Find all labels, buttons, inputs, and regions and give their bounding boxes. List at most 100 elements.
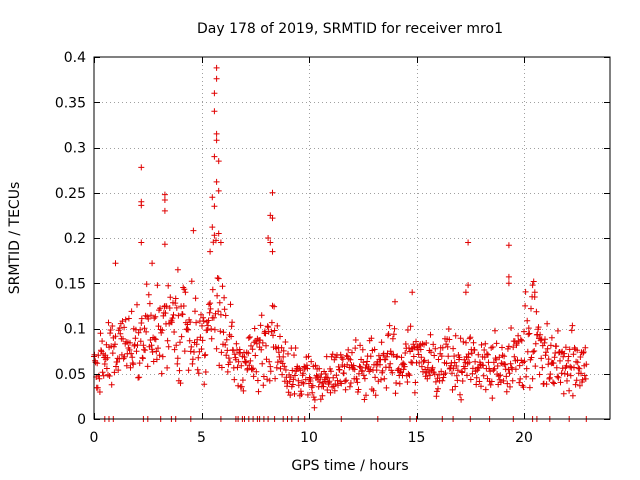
data-point — [319, 392, 326, 399]
data-point — [452, 383, 459, 390]
data-point — [200, 314, 207, 321]
data-point — [153, 348, 160, 355]
data-point — [221, 294, 228, 301]
data-point — [410, 353, 417, 360]
data-point — [550, 360, 557, 367]
data-point — [560, 353, 567, 360]
data-point — [360, 372, 367, 379]
data-point — [139, 355, 146, 362]
data-point — [547, 371, 554, 378]
data-point — [387, 360, 394, 367]
data-point — [539, 364, 546, 371]
data-point — [310, 394, 317, 401]
data-point — [313, 372, 320, 379]
data-point — [432, 378, 439, 385]
data-point — [465, 239, 472, 246]
data-point — [152, 313, 159, 320]
data-point — [442, 370, 449, 377]
data-point — [429, 364, 436, 371]
data-point — [192, 308, 198, 315]
data-point — [330, 374, 337, 381]
data-point — [267, 368, 274, 375]
data-point — [95, 352, 102, 359]
data-point — [150, 358, 157, 365]
data-point — [454, 377, 461, 384]
data-point — [582, 344, 589, 351]
data-point — [304, 391, 311, 398]
data-point — [205, 322, 211, 329]
data-point — [418, 363, 425, 370]
data-point — [367, 366, 374, 373]
data-point — [453, 372, 460, 379]
x-tick-label: 0 — [90, 430, 99, 446]
data-point — [324, 387, 331, 393]
data-point — [215, 187, 222, 194]
data-point — [223, 336, 230, 343]
data-point — [324, 374, 331, 381]
data-point — [570, 351, 577, 358]
data-point — [416, 359, 423, 366]
data-point — [231, 351, 238, 358]
data-point — [142, 347, 149, 354]
data-point — [421, 357, 428, 364]
data-point — [326, 378, 333, 385]
data-point — [143, 281, 150, 288]
data-point — [406, 372, 413, 379]
data-point — [144, 363, 151, 370]
data-point — [289, 381, 296, 388]
data-point — [201, 381, 208, 388]
data-point — [164, 337, 171, 344]
data-point — [158, 329, 165, 336]
data-point — [103, 365, 110, 372]
data-point — [263, 342, 269, 349]
data-point — [103, 341, 110, 348]
data-point — [155, 345, 161, 352]
data-point — [531, 289, 538, 296]
data-point — [516, 362, 523, 369]
data-point — [537, 337, 544, 344]
data-point — [302, 376, 309, 383]
data-point — [171, 329, 178, 335]
data-point — [352, 337, 359, 343]
data-point — [193, 319, 200, 326]
data-point — [554, 327, 561, 334]
data-point — [351, 366, 358, 373]
data-point — [394, 353, 401, 360]
data-point — [452, 332, 459, 339]
data-point — [175, 312, 182, 319]
data-point — [423, 340, 430, 346]
data-point — [161, 197, 168, 203]
data-point — [300, 370, 307, 377]
data-point — [281, 363, 288, 370]
data-point — [467, 376, 474, 383]
data-point — [443, 360, 450, 367]
data-point — [333, 372, 340, 379]
data-point — [269, 189, 276, 196]
data-point — [272, 375, 279, 382]
data-point — [466, 335, 473, 342]
data-point — [581, 372, 588, 379]
data-point — [163, 303, 170, 310]
data-point — [149, 349, 156, 355]
data-point — [245, 350, 252, 357]
data-point — [278, 344, 285, 351]
data-point — [180, 303, 187, 309]
data-point — [198, 346, 205, 352]
data-point — [167, 294, 174, 301]
data-point — [435, 385, 441, 392]
data-point — [485, 359, 492, 366]
data-point — [250, 373, 257, 380]
data-point — [210, 314, 217, 321]
data-point — [526, 330, 533, 337]
data-point — [138, 315, 145, 322]
data-point — [259, 360, 266, 367]
data-point — [215, 158, 222, 165]
data-point — [524, 348, 531, 355]
data-point — [215, 308, 222, 315]
data-point — [216, 299, 223, 306]
data-point — [501, 353, 508, 360]
data-point — [566, 387, 573, 394]
data-point — [254, 377, 261, 384]
data-point — [488, 344, 495, 351]
